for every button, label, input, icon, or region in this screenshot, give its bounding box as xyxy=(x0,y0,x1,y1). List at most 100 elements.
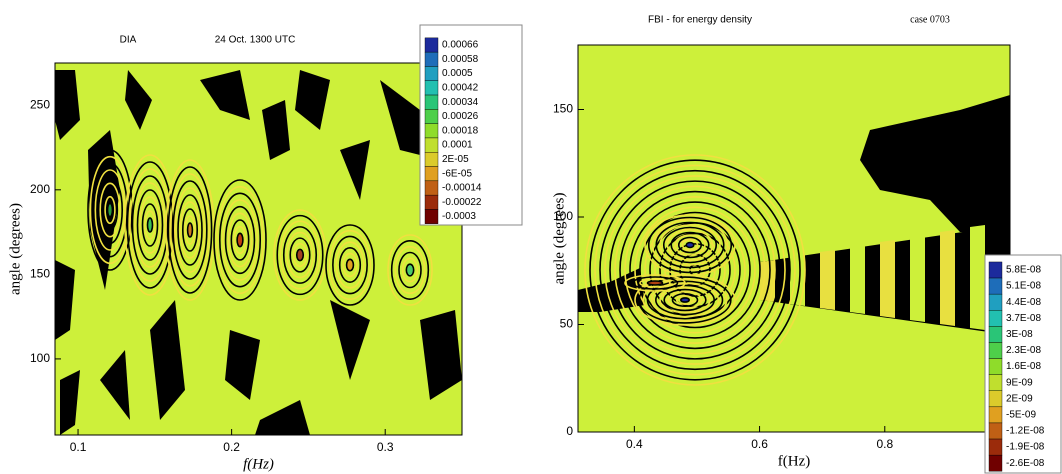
colorbar-label: 0.00042 xyxy=(442,83,479,94)
y-tick-label: 150 xyxy=(30,267,50,281)
contour-line xyxy=(609,180,781,360)
contour-line xyxy=(227,212,253,268)
contour-line xyxy=(295,248,305,262)
colorbar-label: -0.00014 xyxy=(442,183,482,194)
contour-region xyxy=(910,235,925,322)
contour-region xyxy=(760,260,775,302)
contour-line xyxy=(87,149,133,271)
colorbar-swatch xyxy=(988,326,1003,343)
contour-line xyxy=(179,201,201,259)
contour-line xyxy=(139,196,161,254)
contour-line xyxy=(677,236,703,254)
contour-region xyxy=(255,400,310,435)
x-tick-label: 0.6 xyxy=(751,437,768,451)
colorbar-swatch xyxy=(988,293,1003,311)
contour-line xyxy=(639,211,751,329)
contour-region xyxy=(850,245,865,314)
colorbar-label: 2E-09 xyxy=(1006,393,1033,404)
contour-line xyxy=(146,217,154,233)
contour-line xyxy=(144,210,156,240)
colorbar-swatch xyxy=(424,80,439,96)
colorbar-label: -1.2E-08 xyxy=(1006,426,1045,437)
colorbar-swatch xyxy=(988,438,1003,456)
colorbar-label: 0.00058 xyxy=(442,54,479,65)
colorbar-label: 9E-09 xyxy=(1006,377,1033,388)
contour-region xyxy=(225,330,260,400)
contour-line xyxy=(634,206,756,334)
colorbar-label: 0.00034 xyxy=(442,97,479,108)
contour-field xyxy=(55,63,462,435)
contour-line xyxy=(401,257,419,283)
contour-line xyxy=(89,155,131,265)
y-tick-label: 200 xyxy=(30,182,50,196)
colorbar-label: 3.7E-08 xyxy=(1006,313,1041,324)
contour-line xyxy=(638,276,732,324)
contour-line xyxy=(328,229,372,301)
chart-subtitle: case 0703 xyxy=(910,14,950,25)
y-tick-label: 100 xyxy=(30,351,50,365)
contour-line xyxy=(345,258,355,272)
colorbar-label: -6E-05 xyxy=(442,168,472,179)
colorbar-swatch xyxy=(424,37,439,53)
contour-line xyxy=(405,263,415,277)
y-tick-label: 0 xyxy=(566,424,573,438)
contour-line xyxy=(624,274,686,292)
x-axis-label: f(Hz) xyxy=(778,453,810,469)
contour-region xyxy=(820,250,835,310)
colorbar-swatch xyxy=(988,422,1003,440)
x-tick-label: 0.1 xyxy=(70,440,87,454)
colorbar-swatch xyxy=(424,152,439,167)
colorbar-swatch xyxy=(988,454,1003,472)
contour-region xyxy=(940,230,955,326)
colorbar-label: 4.4E-08 xyxy=(1006,297,1041,308)
contour-line xyxy=(398,251,422,289)
contour-region xyxy=(55,260,75,340)
contour-region xyxy=(100,350,130,420)
contour-line xyxy=(325,224,375,306)
x-tick-label: 0.2 xyxy=(223,440,240,454)
colorbar-label: -5E-09 xyxy=(1006,410,1036,421)
colorbar-label: 0.00018 xyxy=(442,125,479,136)
contour-line xyxy=(292,242,308,268)
contour-line xyxy=(647,216,733,274)
y-axis-label: angle (degrees) xyxy=(551,192,567,284)
colorbar-swatch xyxy=(424,166,439,182)
contour-line xyxy=(680,297,690,303)
contour-line xyxy=(131,175,169,275)
contour-line xyxy=(106,202,114,218)
contour-line xyxy=(177,194,203,266)
colorbar-label: 1.6E-08 xyxy=(1006,361,1041,372)
contour-line xyxy=(614,185,776,355)
contour-line xyxy=(394,245,426,295)
contour-line xyxy=(681,239,699,251)
contour-field xyxy=(578,45,1010,432)
contour-line xyxy=(172,180,208,280)
contour-region xyxy=(200,70,250,120)
contour-line xyxy=(96,175,124,245)
contour-line xyxy=(276,214,324,296)
contour-line xyxy=(184,215,196,245)
colorbar-label: 5.1E-08 xyxy=(1006,281,1041,292)
contour-line xyxy=(286,231,314,279)
contour-region xyxy=(55,70,80,140)
contour-region xyxy=(330,300,370,380)
contour-line xyxy=(94,169,126,251)
contour-line xyxy=(167,166,213,294)
colorbar-swatch xyxy=(424,180,439,196)
contour-line xyxy=(216,185,264,295)
colorbar-label: 5.8E-08 xyxy=(1006,265,1041,276)
contour-line xyxy=(338,247,362,283)
contour-line xyxy=(390,240,430,300)
y-tick-label: 150 xyxy=(553,102,573,116)
contour-line xyxy=(589,159,801,381)
contour-line xyxy=(671,292,699,308)
y-tick-label: 250 xyxy=(30,97,50,111)
colorbar-swatch xyxy=(988,342,1003,359)
contour-line xyxy=(99,182,121,238)
contour-line xyxy=(186,222,194,238)
colorbar-swatch xyxy=(424,66,439,81)
contour-line xyxy=(624,196,766,344)
contour-line xyxy=(675,295,695,305)
colorbar-swatch xyxy=(424,209,439,224)
colorbar-label: -0.00022 xyxy=(442,197,482,208)
